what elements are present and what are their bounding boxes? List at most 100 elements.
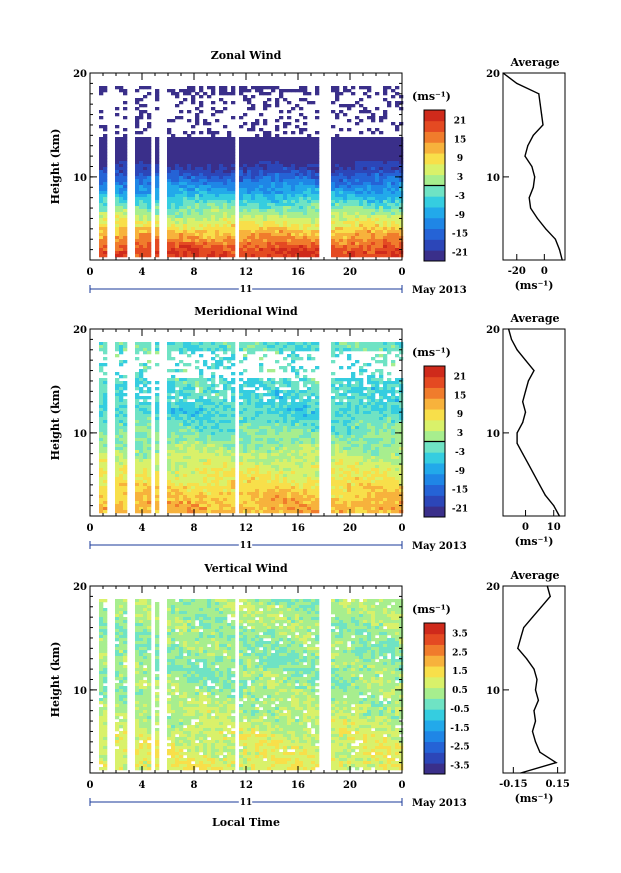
heatmap-cell [339, 194, 344, 198]
heatmap-cell [295, 164, 300, 168]
heatmap-cell [219, 203, 224, 207]
heatmap-cell [139, 468, 144, 472]
heatmap-cell [155, 221, 160, 225]
heatmap-cell [343, 113, 348, 117]
heatmap-cell [147, 462, 152, 466]
heatmap-cell [375, 170, 380, 174]
heatmap-cell [99, 378, 104, 382]
heatmap-cell [227, 504, 232, 508]
profile-point [529, 207, 532, 209]
heatmap-cell [223, 227, 228, 231]
heatmap-cell [315, 194, 320, 198]
heatmap-cell [267, 191, 272, 195]
heatmap-cell [139, 477, 144, 481]
heatmap-cell [143, 86, 148, 90]
heatmap-cell [227, 161, 232, 165]
heatmap-cell [363, 254, 368, 258]
heatmap-cell [339, 182, 344, 186]
heatmap-cell [171, 342, 176, 346]
heatmap-cell [363, 230, 368, 234]
heatmap-cell [311, 161, 316, 165]
heatmap-cell [227, 221, 232, 225]
heatmap-cell [119, 149, 124, 153]
heatmap-cell [199, 441, 204, 445]
heatmap-cell [179, 176, 184, 180]
heatmap-cell [219, 215, 224, 219]
heatmap-cell [251, 486, 256, 490]
heatmap-cell [143, 429, 148, 433]
heatmap-cell [211, 351, 216, 355]
heatmap-cell [255, 423, 260, 427]
heatmap-cell [143, 408, 148, 412]
heatmap-cell [379, 140, 384, 144]
heatmap-cell [291, 218, 296, 222]
heatmap-cell [147, 233, 152, 237]
heatmap-cell [339, 218, 344, 222]
heatmap-cell [367, 221, 372, 225]
heatmap-cell [263, 429, 268, 433]
heatmap-cell [255, 408, 260, 412]
heatmap-cell [387, 221, 392, 225]
heatmap-cell [239, 230, 244, 234]
heatmap-cell [347, 179, 352, 183]
heatmap-cell [215, 236, 220, 240]
heatmap-cell [343, 248, 348, 252]
heatmap-cell [255, 146, 260, 150]
heatmap-cell [275, 351, 280, 355]
heatmap-cell [259, 203, 264, 207]
heatmap-cell [195, 116, 200, 120]
heatmap-cell [339, 185, 344, 189]
heatmap-cell [247, 507, 252, 511]
heatmap-cell [303, 194, 308, 198]
heatmap-cell [251, 236, 256, 240]
heatmap-cell [251, 378, 256, 382]
heatmap-cell [379, 137, 384, 141]
heatmap-cell [167, 357, 172, 361]
heatmap-cell [223, 414, 228, 418]
heatmap-cell [103, 182, 108, 186]
heatmap-cell [279, 185, 284, 189]
heatmap-cell [259, 474, 264, 478]
heatmap-cell [167, 137, 172, 141]
heatmap-cell [255, 191, 260, 195]
heatmap-cell [119, 501, 124, 505]
heatmap-cell [283, 405, 288, 409]
heatmap-cell [143, 459, 148, 463]
heatmap-cell [227, 510, 232, 514]
heatmap-cell [167, 212, 172, 216]
heatmap-cell [391, 245, 396, 249]
heatmap-cell [135, 447, 140, 451]
heatmap-cell [199, 212, 204, 216]
heatmap-cell [215, 342, 220, 346]
heatmap-cell [167, 194, 172, 198]
heatmap-cell [203, 450, 208, 454]
heatmap-cell [359, 110, 364, 114]
heatmap-cell [299, 227, 304, 231]
heatmap-cell [147, 507, 152, 511]
heatmap-cell [311, 173, 316, 177]
heatmap-cell [367, 239, 372, 243]
heatmap-cell [267, 140, 272, 144]
heatmap-cell [167, 191, 172, 195]
heatmap-cell [263, 107, 268, 111]
heatmap-cell [215, 137, 220, 141]
heatmap-cell [147, 423, 152, 427]
x-tick-label: 20 [343, 267, 357, 278]
heatmap-cell [203, 182, 208, 186]
heatmap-cell [191, 498, 196, 502]
heatmap-cell [367, 116, 372, 120]
heatmap-cell [195, 459, 200, 463]
heatmap-cell [147, 194, 152, 198]
heatmap-cell [219, 89, 224, 93]
heatmap-cell [203, 507, 208, 511]
heatmap-cell [191, 390, 196, 394]
heatmap-cell [199, 342, 204, 346]
heatmap-cell [211, 242, 216, 246]
heatmap-cell [147, 465, 152, 469]
heatmap-cell [115, 161, 120, 165]
heatmap-cell [219, 453, 224, 457]
heatmap-cell [115, 113, 120, 117]
heatmap-cell [219, 438, 224, 442]
heatmap-cell [315, 248, 320, 252]
heatmap-cell [307, 176, 312, 180]
